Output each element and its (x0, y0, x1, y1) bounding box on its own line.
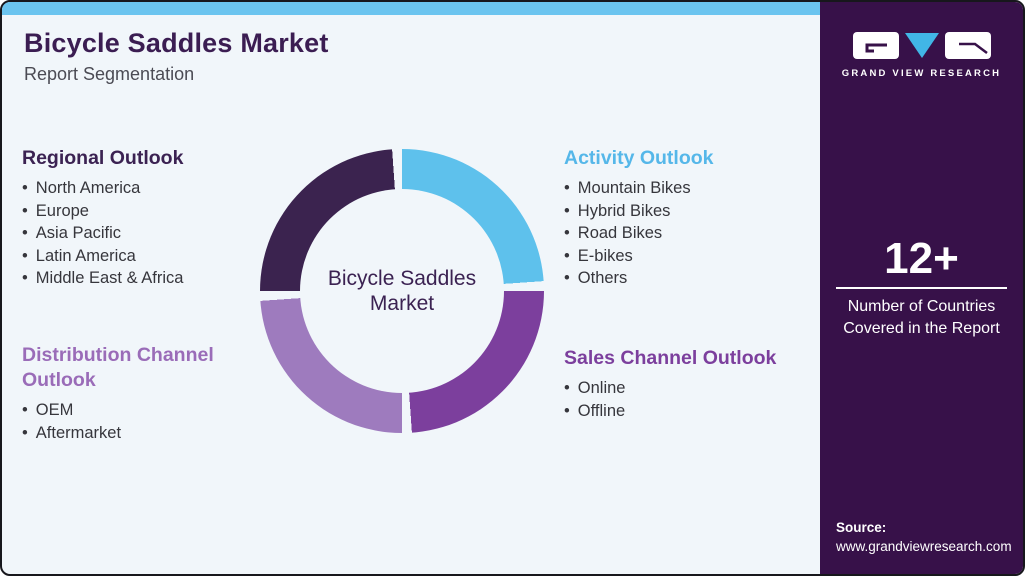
donut-center-label: Bicycle Saddles Market (327, 267, 477, 315)
list-item: • Online (564, 377, 814, 400)
section-title: Activity Outlook (564, 147, 714, 169)
donut-chart: Bicycle Saddles Market (260, 149, 544, 433)
logo-r-icon (944, 32, 991, 59)
bullet-icon: • (22, 246, 28, 265)
source-block: Source: www.grandviewresearch.com (836, 518, 1012, 556)
list-item-label: Road Bikes (577, 224, 663, 243)
list-item: • Europe (22, 200, 252, 223)
section-sales-channel-outlook: Sales Channel Outlook • Online • Offline (564, 346, 814, 422)
list-item: • Hybrid Bikes (564, 200, 794, 223)
header: Bicycle Saddles Market Report Segmentati… (24, 28, 329, 85)
section-regional-outlook: Regional Outlook • North America • Europe … (22, 146, 252, 290)
section-title: Regional Outlook (22, 147, 184, 169)
bullet-icon: • (564, 269, 570, 288)
list-item: • Middle East & Africa (22, 267, 252, 290)
bullet-icon: • (564, 201, 570, 220)
countries-stat: 12+ Number of Countries Covered in the R… (820, 236, 1023, 340)
list-item-label: Online (577, 379, 626, 397)
section-title: Distribution Channel Outlook (22, 344, 214, 391)
list-item: • Mountain Bikes (564, 177, 794, 200)
list-item: • Offline (564, 400, 814, 423)
bullet-icon: • (22, 224, 28, 243)
bullet-icon: • (22, 201, 28, 220)
bullet-icon: • (564, 224, 570, 243)
bullet-icon: • (22, 269, 28, 288)
logo-blocks (820, 32, 1023, 59)
section-activity-outlook: Activity Outlook • Mountain Bikes • Hybrid… (564, 146, 794, 290)
top-accent-bar (2, 2, 822, 15)
list-item-label: OEM (35, 401, 74, 419)
list-item: • OEM (22, 399, 237, 422)
list-item: • Latin America (22, 245, 252, 268)
list-item-label: Middle East & Africa (35, 269, 184, 288)
gvr-logo: GRAND VIEW RESEARCH (820, 32, 1023, 79)
bullet-icon: • (564, 179, 570, 197)
bullet-icon: • (22, 401, 28, 419)
bullet-icon: • (22, 423, 28, 442)
bullet-icon: • (564, 401, 570, 420)
bullet-icon: • (564, 246, 570, 265)
list-item-label: Latin America (35, 246, 136, 265)
list-item-label: Asia Pacific (35, 224, 122, 243)
list-item: • Others (564, 267, 794, 290)
list-item-label: Offline (577, 401, 626, 420)
list-item: • E-bikes (564, 245, 794, 268)
source-label: Source: (836, 520, 887, 535)
section-distribution-channel-outlook: Distribution Channel Outlook • OEM • After… (22, 343, 237, 444)
list-item-label: Aftermarket (35, 423, 122, 442)
list-item: • Road Bikes (564, 222, 794, 245)
sidebar: GRAND VIEW RESEARCH 12+ Number of Countr… (820, 2, 1023, 574)
list-item-label: E-bikes (577, 246, 633, 265)
bullet-icon: • (564, 379, 570, 397)
bullet-icon: • (22, 179, 28, 197)
stat-divider (836, 287, 1007, 289)
list-item-label: North America (35, 179, 141, 197)
logo-v-icon (904, 33, 939, 58)
stat-value: 12+ (884, 234, 959, 283)
list-item-label: Mountain Bikes (577, 179, 691, 197)
section-list: • Online • Offline (564, 377, 814, 422)
page-subtitle: Report Segmentation (24, 64, 195, 84)
section-list: • North America • Europe • Asia Pacific • La… (22, 177, 252, 290)
section-list: • OEM • Aftermarket (22, 399, 237, 444)
list-item-label: Others (577, 269, 628, 288)
section-title: Sales Channel Outlook (564, 347, 777, 369)
list-item: • Asia Pacific (22, 222, 252, 245)
stat-label: Number of Countries Covered in the Repor… (843, 298, 1000, 337)
section-list: • Mountain Bikes • Hybrid Bikes • Road Bike… (564, 177, 794, 290)
list-item: • Aftermarket (22, 422, 237, 445)
page-title: Bicycle Saddles Market (24, 28, 329, 58)
list-item-label: Hybrid Bikes (577, 201, 671, 220)
list-item: • North America (22, 177, 252, 200)
logo-wordmark: GRAND VIEW RESEARCH (841, 68, 1002, 79)
logo-g-icon (852, 32, 899, 59)
source-url: www.grandviewresearch.com (836, 539, 1012, 554)
list-item-label: Europe (35, 201, 89, 220)
